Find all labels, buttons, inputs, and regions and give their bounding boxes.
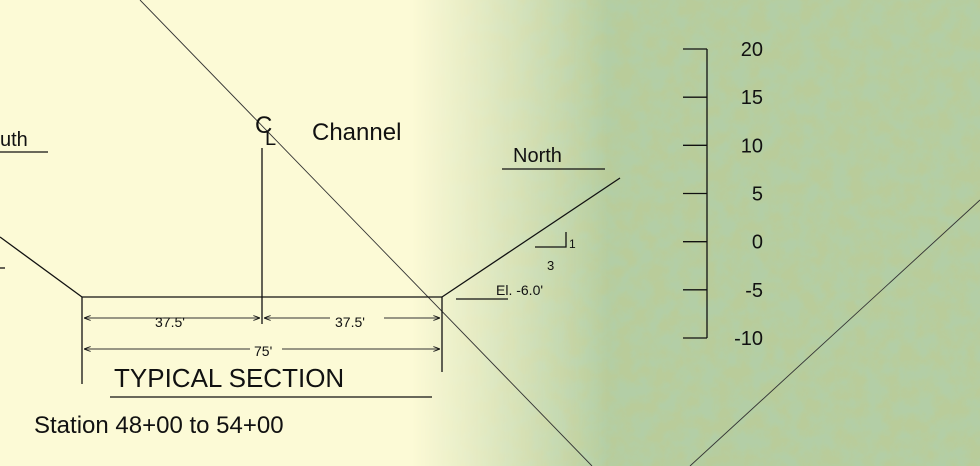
title: TYPICAL SECTION (114, 363, 344, 393)
slope-run: 3 (547, 258, 554, 273)
dim-total: 75' (254, 343, 272, 359)
diagonal-line (689, 199, 980, 466)
south-label: uth (0, 129, 28, 151)
centerline-c: C (255, 112, 272, 139)
scale-label: -10 (734, 328, 763, 350)
slope-indicator (535, 232, 567, 248)
scale-label: 10 (741, 135, 763, 157)
dim-left: 37.5' (155, 314, 185, 330)
scale-label: 5 (752, 184, 763, 206)
slope-rise: 1 (569, 237, 576, 251)
scale-label: 20 (741, 39, 763, 61)
subtitle: Station 48+00 to 54+00 (34, 412, 284, 439)
channel-label: Channel (312, 119, 401, 146)
right-slope (441, 177, 621, 298)
north-label: North (513, 145, 562, 167)
dim-right: 37.5' (335, 314, 365, 330)
elevation-label: El. -6.0' (496, 282, 543, 298)
diagonal-line (139, 0, 593, 466)
scale-label: 0 (752, 232, 763, 254)
centerline-l: L (265, 128, 276, 150)
scale-label: 15 (741, 87, 763, 109)
left-slope (0, 236, 83, 298)
scale-label: -5 (745, 280, 763, 302)
